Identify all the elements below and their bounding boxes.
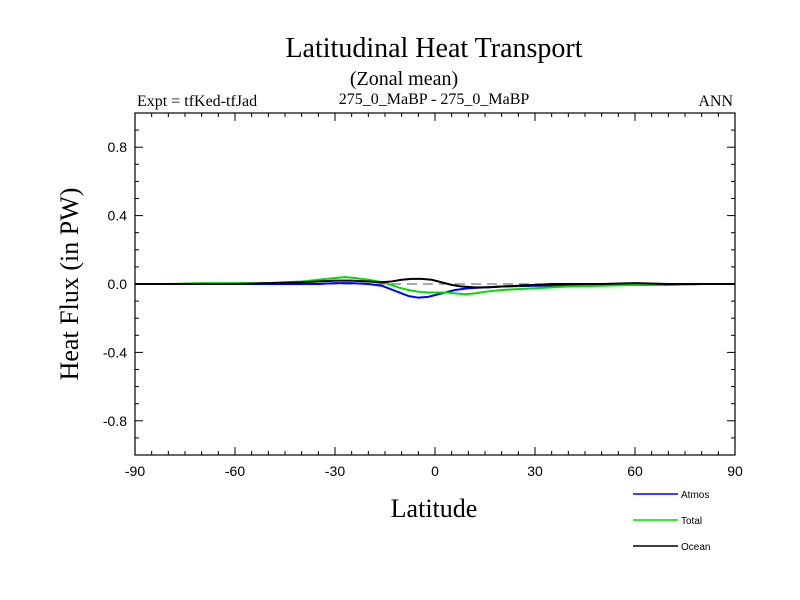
season-label: ANN [698, 93, 733, 110]
chart-title: Latitudinal Heat Transport [285, 33, 582, 64]
x-tick-label: 60 [627, 463, 643, 479]
y-tick-label: -0.8 [103, 413, 127, 429]
legend-label-total: Total [681, 516, 702, 527]
x-tick-label: -90 [125, 463, 145, 479]
x-tick-label: -30 [325, 463, 345, 479]
chart-subtitle: (Zonal mean) [350, 68, 458, 90]
comparison-label: 275_0_MaBP - 275_0_MaBP [339, 91, 530, 108]
legend-label-atmos: Atmos [681, 490, 709, 501]
x-tick-label: 30 [527, 463, 543, 479]
x-tick-label: 90 [727, 463, 743, 479]
x-tick-label: -60 [225, 463, 245, 479]
legend-label-ocean: Ocean [681, 542, 710, 553]
plot-area: -90 -60 -30 0 30 60 90 -0.8 -0.4 0.0 0.4 0.8 [103, 112, 743, 479]
y-tick-label: 0.8 [108, 139, 128, 155]
experiment-label: Expt = tfKed-tfJad [137, 93, 257, 110]
y-tick-label: -0.4 [103, 344, 127, 360]
y-axis-label: Heat Flux (in PW) [55, 188, 84, 381]
y-tick-label: 0.4 [108, 208, 128, 224]
series-line-ocean [135, 277, 735, 289]
x-axis-label: Latitude [391, 494, 478, 523]
plot-frame [134, 112, 736, 456]
y-tick-label: 0.0 [108, 276, 128, 292]
x-tick-label: 0 [431, 463, 439, 479]
chart-legend: Atmos Total Ocean [633, 490, 710, 553]
